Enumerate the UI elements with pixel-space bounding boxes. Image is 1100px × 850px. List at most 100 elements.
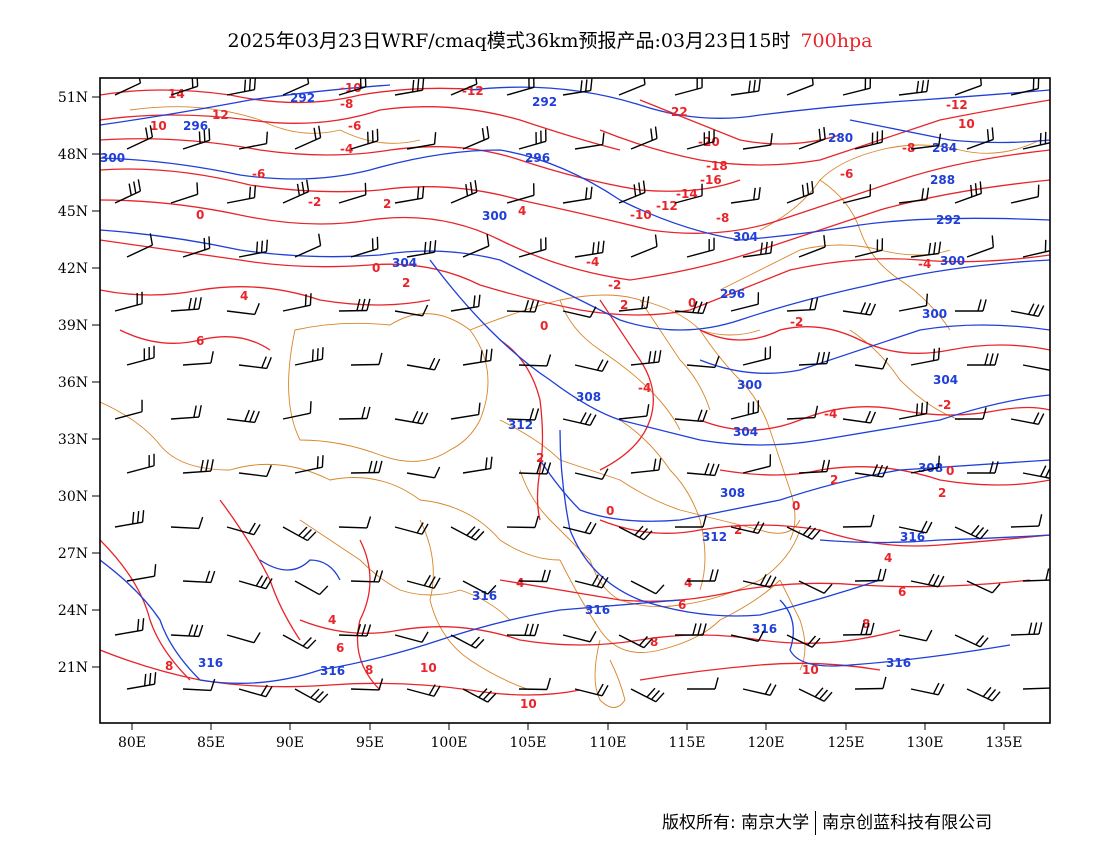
wind-barb-feather <box>601 240 605 253</box>
wind-barb-shaft <box>282 634 308 650</box>
wind-barb-shaft <box>294 688 320 704</box>
temperature-label: 2 <box>830 473 838 487</box>
temperature-label: -6 <box>348 119 361 133</box>
height-label: 300 <box>482 209 507 223</box>
temperature-label: 6 <box>678 598 686 612</box>
wind-barb-feather <box>475 530 485 541</box>
wind-barb-feather <box>318 693 329 704</box>
wind-barb-shaft <box>114 521 143 528</box>
wind-barb-feather <box>818 128 822 141</box>
wind-barb-feather <box>198 131 201 144</box>
height-label: 316 <box>886 656 911 670</box>
temperature-label: 2 <box>734 523 742 537</box>
wind-barb-feather <box>524 623 529 636</box>
wind-barb-feather <box>823 234 826 248</box>
wind-barb-feather <box>208 236 211 249</box>
lat-label: 48N <box>58 147 88 163</box>
wind-barb-shaft <box>742 465 771 474</box>
wind-barb-shaft <box>338 194 366 204</box>
wind-barb-feather <box>821 459 826 472</box>
wind-barb-feather <box>482 690 492 701</box>
height-label: 312 <box>702 530 727 544</box>
temperature-label: 4 <box>684 576 692 590</box>
wind-barb-feather <box>210 570 216 583</box>
wind-barb-feather <box>991 127 995 140</box>
temperature-label: -14 <box>676 187 698 201</box>
wind-barb-feather <box>472 295 476 308</box>
height-label: 300 <box>100 151 125 165</box>
temperature-label: 12 <box>212 108 229 122</box>
wind-barb-feather <box>428 576 436 588</box>
wind-barb-shaft <box>1022 579 1050 582</box>
wind-barb-feather <box>916 80 920 93</box>
wind-barb-feather <box>433 132 437 145</box>
temperature-label: -16 <box>700 173 722 187</box>
wind-barb-feather <box>814 297 819 310</box>
wind-barb-feather <box>474 180 478 193</box>
wind-barb-shaft <box>238 472 267 478</box>
wind-barb-feather <box>486 126 490 139</box>
wind-barb-feather <box>814 687 824 698</box>
height-contours <box>100 84 1050 684</box>
wind-barb-shaft <box>282 82 309 96</box>
lat-label: 39N <box>58 318 88 334</box>
wind-barb-shaft <box>898 634 927 642</box>
wind-barb-feather <box>979 529 989 540</box>
wind-barb-feather <box>974 183 978 196</box>
wind-barb-feather <box>646 687 656 698</box>
wind-barb-feather <box>994 461 999 474</box>
height-label: 316 <box>472 589 497 603</box>
wind-barb-feather <box>265 578 273 590</box>
wind-barb-feather <box>692 301 698 313</box>
wind-barb-shaft <box>798 580 825 594</box>
wind-barb-feather <box>200 459 204 472</box>
wind-barb-feather <box>860 622 865 635</box>
wind-barb-feather <box>378 460 383 473</box>
wind-barb-feather <box>248 186 252 199</box>
map-title: 2025年03月23日WRF/cmaq模式36km预报产品:03月23日15时 7… <box>0 26 1100 53</box>
wind-barb-feather <box>979 637 989 648</box>
wind-barb-feather <box>757 630 765 642</box>
wind-barb-feather <box>1028 622 1033 635</box>
wind-barb-feather <box>465 184 469 197</box>
wind-barb-shaft <box>294 580 320 596</box>
lat-axis: 51N 48N 45N 42N 39N 36N 33N 30N 27N 24N … <box>58 90 100 676</box>
wind-barb-feather <box>865 410 872 423</box>
wind-barb-feather <box>921 188 925 201</box>
temperature-label: 8 <box>650 635 658 649</box>
lon-label: 135E <box>986 735 1023 751</box>
wind-barb-feather <box>260 240 264 253</box>
wind-barb-feather <box>128 183 132 196</box>
lon-label: 105E <box>510 735 547 751</box>
height-label: 316 <box>900 530 925 544</box>
wind-barb-shaft <box>954 634 981 648</box>
wind-barb-shaft <box>394 310 423 317</box>
lon-label: 95E <box>356 735 384 751</box>
wind-barb-feather <box>714 677 719 690</box>
wind-barb-feather <box>938 133 942 146</box>
wind-barb-feather <box>153 672 157 685</box>
wind-barb-shaft <box>170 193 198 204</box>
wind-barb-feather <box>584 521 592 533</box>
wind-barb-shaft <box>1010 633 1040 636</box>
wind-barb-feather <box>697 623 702 636</box>
wind-barb-shaft <box>842 195 871 204</box>
wind-barb-shaft <box>798 362 827 366</box>
wind-barb-feather <box>433 685 441 697</box>
wind-barb-shaft <box>910 144 939 150</box>
wind-barb-feather <box>654 126 658 139</box>
wind-barb-feather <box>198 516 204 529</box>
wind-barb-feather <box>136 510 140 524</box>
temperature-label: 10 <box>520 697 537 711</box>
wind-barb-feather <box>821 351 826 364</box>
temperature-label: 4 <box>240 289 248 303</box>
wind-barb-feather <box>580 80 583 93</box>
wind-barb-shaft <box>282 190 309 204</box>
wind-barb-feather <box>193 624 199 637</box>
wind-barb-feather <box>596 241 600 254</box>
wind-barb-feather <box>753 79 756 92</box>
height-label: 316 <box>585 603 610 617</box>
wind-barb-feather <box>638 636 649 646</box>
wind-barb-feather <box>816 352 821 365</box>
wind-barb-shaft <box>126 357 155 366</box>
